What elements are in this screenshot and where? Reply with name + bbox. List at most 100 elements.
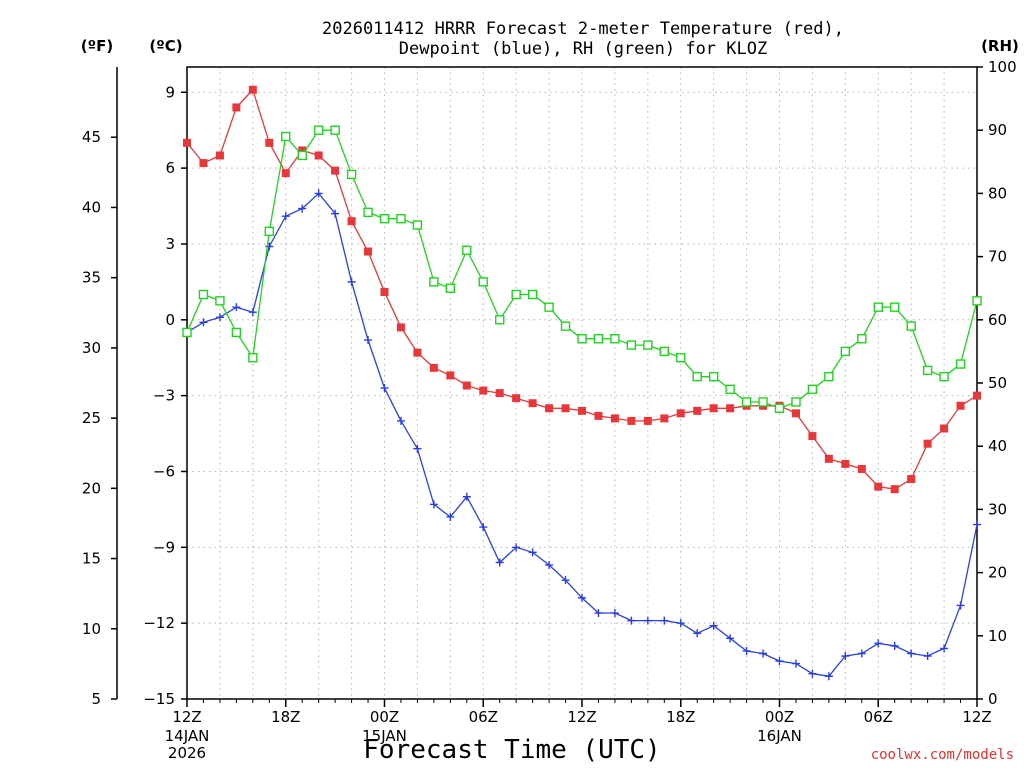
data-point xyxy=(676,619,685,628)
data-point xyxy=(364,247,373,256)
data-point xyxy=(627,616,636,625)
data-point xyxy=(544,302,554,312)
data-point xyxy=(380,287,389,296)
data-point xyxy=(215,313,224,322)
x-date-label: 2026 xyxy=(168,744,206,762)
data-point xyxy=(725,384,735,395)
data-point xyxy=(890,485,899,494)
data-point xyxy=(660,616,669,625)
data-point xyxy=(479,386,488,395)
rh-tick-label: 30 xyxy=(988,500,1007,518)
data-point xyxy=(364,336,373,345)
data-point xyxy=(840,346,851,357)
celsius-tick-label: 0 xyxy=(165,311,175,329)
celsius-tick-label: −15 xyxy=(143,690,175,708)
fahrenheit-tick-label: 40 xyxy=(82,198,101,216)
data-point xyxy=(824,672,833,681)
data-point xyxy=(726,404,735,413)
rh-tick-label: 10 xyxy=(988,627,1007,645)
data-point xyxy=(742,646,751,655)
data-point xyxy=(594,609,603,618)
data-point xyxy=(231,327,242,338)
data-point xyxy=(659,346,669,357)
x-tick-label: 18Z xyxy=(271,708,300,726)
data-point xyxy=(265,242,274,251)
data-point xyxy=(462,245,472,255)
data-point xyxy=(973,520,981,529)
data-point xyxy=(791,409,800,418)
data-point xyxy=(281,212,290,221)
data-point xyxy=(873,302,883,312)
rh-tick-label: 20 xyxy=(988,564,1007,582)
data-point xyxy=(380,384,389,393)
data-point xyxy=(429,277,439,287)
data-point xyxy=(545,404,554,413)
data-point xyxy=(907,475,916,484)
data-point xyxy=(313,125,324,135)
chart-title-line1: 2026011412 HRRR Forecast 2-meter Tempera… xyxy=(322,19,844,39)
data-point xyxy=(955,359,966,369)
fahrenheit-tick-label: 35 xyxy=(82,269,101,287)
data-point xyxy=(527,289,538,300)
data-point xyxy=(956,401,965,410)
x-tick-label: 12Z xyxy=(172,708,201,726)
rh-tick-label: 50 xyxy=(988,374,1007,392)
data-point xyxy=(331,209,340,218)
data-point xyxy=(643,340,653,350)
data-point xyxy=(412,220,423,230)
data-point xyxy=(759,649,768,658)
data-point xyxy=(627,416,636,425)
data-point xyxy=(479,523,488,532)
data-point xyxy=(265,138,274,147)
rh-tick-label: 0 xyxy=(988,690,998,708)
data-point xyxy=(281,131,291,142)
fahrenheit-tick-label: 10 xyxy=(82,620,101,638)
data-point xyxy=(248,308,257,317)
data-point xyxy=(347,277,356,286)
data-point xyxy=(215,296,225,306)
data-point xyxy=(199,318,208,327)
data-series xyxy=(182,85,982,681)
data-point xyxy=(857,464,866,473)
fahrenheit-tick-label: 15 xyxy=(82,550,101,568)
data-point xyxy=(610,414,619,423)
data-point xyxy=(660,414,669,423)
x-tick-label: 06Z xyxy=(864,708,893,726)
data-point xyxy=(199,159,208,168)
credit-text: coolwx.com/models xyxy=(871,747,1014,763)
data-point xyxy=(495,315,505,325)
data-point xyxy=(330,125,340,135)
data-point xyxy=(907,649,916,658)
data-point xyxy=(708,371,719,382)
x-axis-title: Forecast Time (UTC) xyxy=(363,735,660,765)
data-point xyxy=(906,321,916,331)
data-point xyxy=(824,371,834,382)
data-point xyxy=(693,406,702,415)
data-point xyxy=(511,289,521,300)
chart-title-line2: Dewpoint (blue), RH (green) for KLOZ xyxy=(399,39,767,59)
data-point xyxy=(528,399,537,408)
data-point xyxy=(331,166,340,175)
celsius-tick-label: −3 xyxy=(153,387,175,405)
fahrenheit-tick-label: 25 xyxy=(82,409,101,427)
data-point xyxy=(693,629,702,638)
rh-tick-label: 100 xyxy=(988,58,1017,76)
data-point xyxy=(676,353,686,363)
data-point xyxy=(512,394,521,403)
data-point xyxy=(198,289,209,300)
data-point xyxy=(578,593,586,602)
data-point xyxy=(560,321,571,331)
data-point xyxy=(578,406,586,415)
data-point xyxy=(478,277,488,287)
data-point xyxy=(495,389,504,398)
data-point xyxy=(841,652,850,661)
data-point xyxy=(446,371,455,380)
x-tick-label: 06Z xyxy=(469,708,498,726)
data-point xyxy=(264,226,274,237)
data-point xyxy=(890,302,900,312)
data-point xyxy=(874,482,883,491)
data-point xyxy=(429,500,438,509)
data-point xyxy=(692,371,702,382)
